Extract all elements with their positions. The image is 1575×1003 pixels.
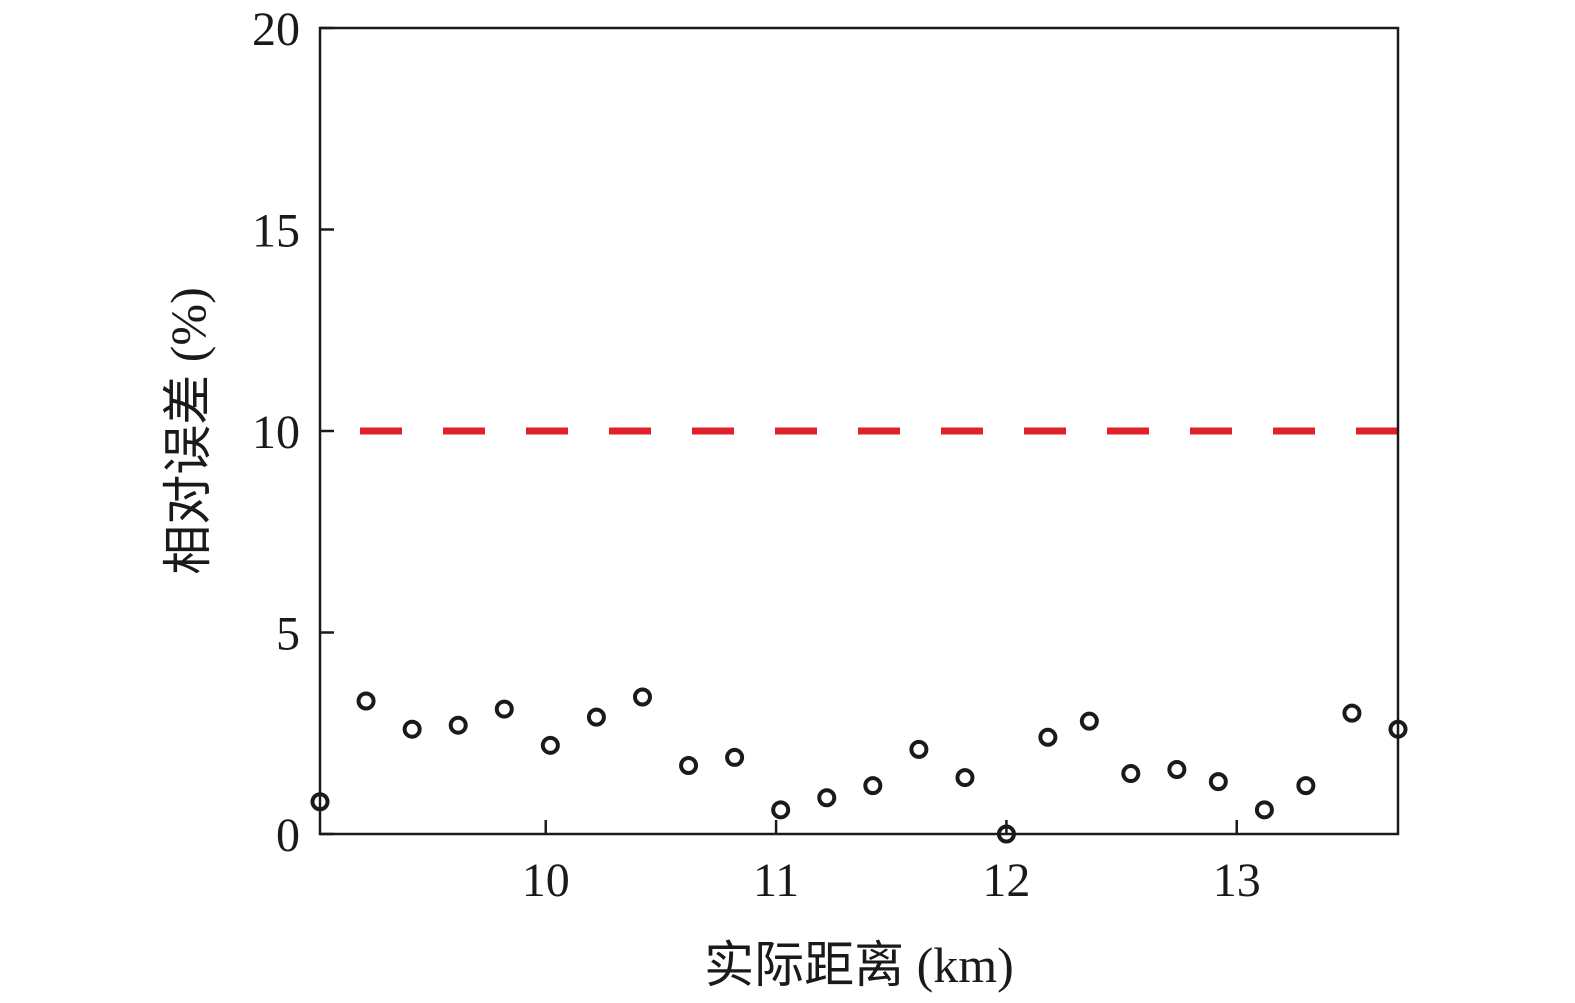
- y-tick-label: 20: [252, 3, 300, 56]
- data-point: [540, 735, 560, 755]
- data-point: [909, 739, 929, 759]
- x-tick-label: 12: [982, 854, 1030, 907]
- data-point: [1079, 711, 1099, 731]
- data-point: [1254, 800, 1274, 820]
- y-tick-label: 5: [276, 608, 300, 661]
- x-tick-label: 13: [1213, 854, 1261, 907]
- data-point: [725, 747, 745, 767]
- x-tick-label: 11: [753, 854, 799, 907]
- data-point: [1296, 776, 1316, 796]
- data-point: [863, 776, 883, 796]
- x-axis-title: 实际距离 (km): [704, 937, 1014, 993]
- data-point: [955, 768, 975, 788]
- data-point: [817, 788, 837, 808]
- data-point: [1342, 703, 1362, 723]
- x-tick-label: 10: [522, 854, 570, 907]
- data-point: [1038, 727, 1058, 747]
- data-point: [1208, 772, 1228, 792]
- data-point: [771, 800, 791, 820]
- data-points-layer: [310, 687, 1408, 844]
- data-point: [356, 691, 376, 711]
- data-point: [1121, 764, 1141, 784]
- data-point: [632, 687, 652, 707]
- data-point: [402, 719, 422, 739]
- data-point: [679, 755, 699, 775]
- y-axis-title: 相对误差 (%): [160, 287, 216, 574]
- y-tick-label: 15: [252, 205, 300, 258]
- data-point: [494, 699, 514, 719]
- data-point: [1167, 760, 1187, 780]
- plot-frame-layer: [318, 26, 1400, 836]
- data-point: [448, 715, 468, 735]
- data-point: [586, 707, 606, 727]
- y-tick-label: 10: [252, 406, 300, 459]
- tick-labels-layer: 10 11 12 13 0 5 10 15 20: [252, 3, 1261, 907]
- y-tick-label: 0: [276, 809, 300, 862]
